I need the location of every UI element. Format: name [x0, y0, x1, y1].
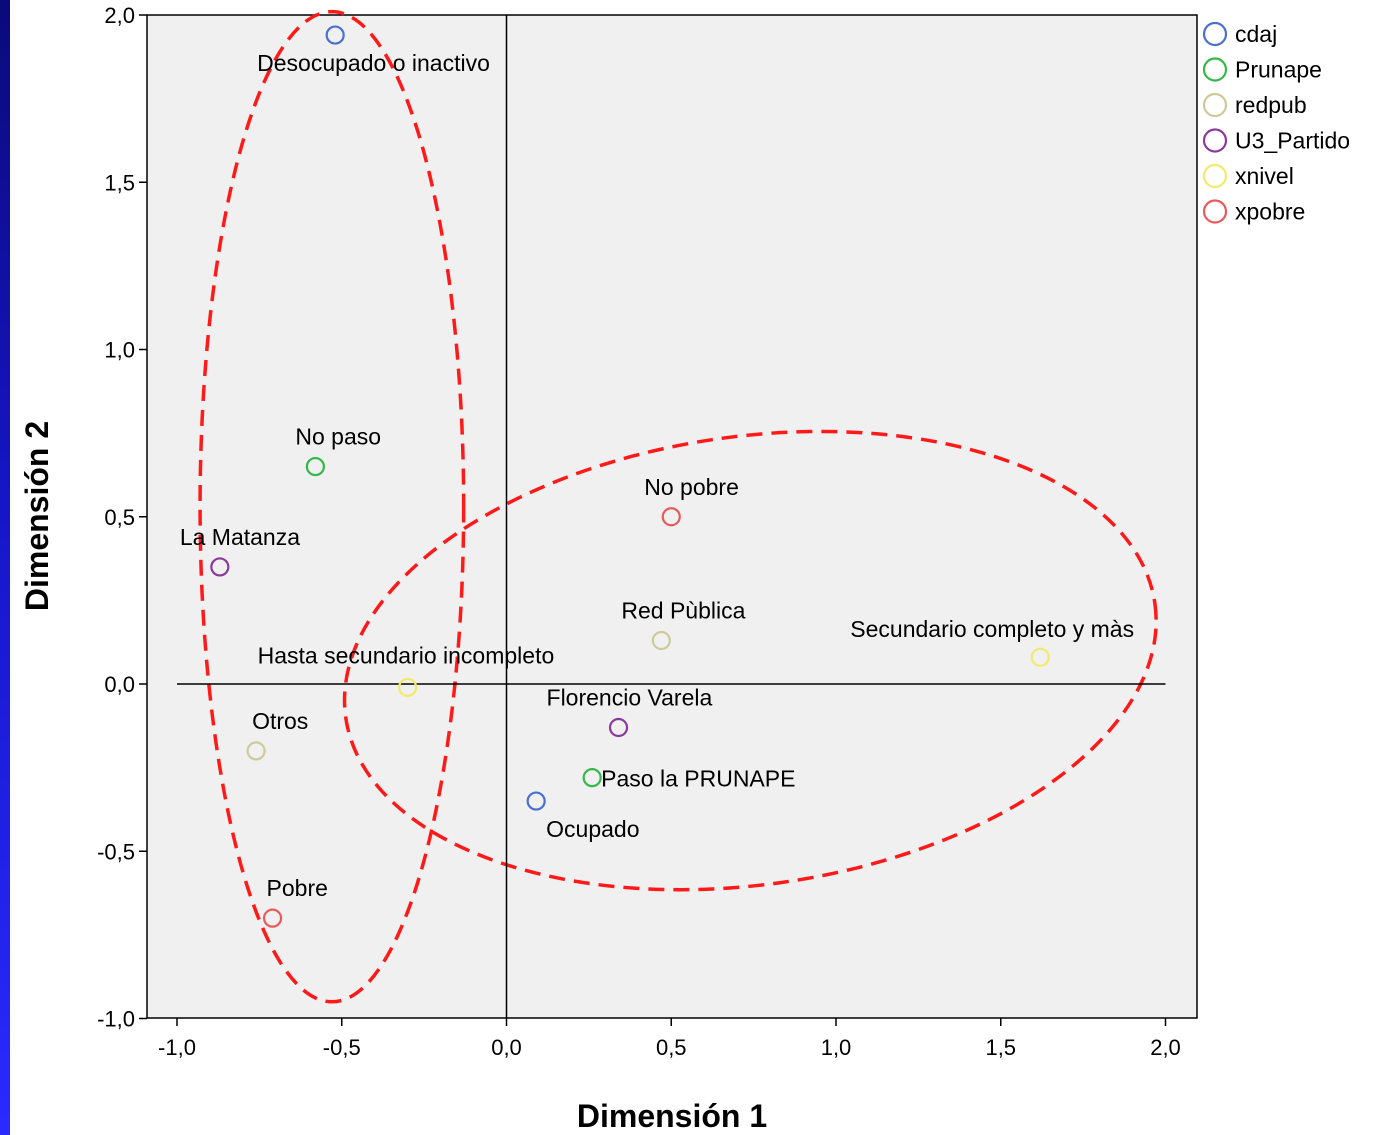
- point-label: Pobre: [267, 875, 328, 901]
- plot-area: [146, 14, 1198, 1019]
- legend-marker: [1202, 128, 1228, 153]
- cluster-ellipse-1: [198, 9, 466, 1004]
- reference-lines: [177, 15, 1166, 1019]
- point-label: Paso la PRUNAPE: [601, 766, 795, 792]
- y-tick-label: 0,5: [104, 505, 135, 530]
- point-label: Ocupado: [546, 816, 639, 842]
- legend-marker: [1202, 57, 1228, 82]
- legend-label: U3_Partido: [1235, 128, 1350, 154]
- point-cdaj: [325, 25, 345, 45]
- legend-label: xnivel: [1235, 163, 1294, 189]
- point-prunape: [305, 456, 325, 477]
- y-tick-label: 1,5: [104, 170, 135, 195]
- y-tick-label: 2,0: [104, 3, 135, 28]
- point-u3-partido: [608, 717, 629, 738]
- legend-label: xpobre: [1235, 199, 1305, 225]
- point-xnivel: [1030, 647, 1050, 667]
- y-tick-label: 1,0: [104, 338, 135, 363]
- legend-label: cdaj: [1235, 21, 1277, 47]
- point-u3-partido: [210, 557, 230, 577]
- annotations-layer: [198, 9, 1158, 1004]
- x-tick-label: -0,5: [323, 1035, 361, 1060]
- y-tick-label: -0,5: [97, 839, 135, 864]
- y-axis-title: Dimensión 2: [19, 421, 55, 611]
- point-label: Hasta secundario incompleto: [258, 642, 555, 668]
- legend-marker: [1202, 92, 1228, 118]
- y-tick-label: 0,0: [104, 672, 135, 697]
- point-label: No pobre: [644, 474, 739, 500]
- x-tick-label: 0,5: [656, 1035, 687, 1060]
- legend-marker: [1202, 163, 1228, 189]
- x-tick-label: 2,0: [1150, 1035, 1181, 1060]
- point-label: Secundario completo y màs: [850, 616, 1134, 642]
- point-cdaj: [526, 791, 546, 811]
- x-tick-label: -1,0: [158, 1035, 196, 1060]
- point-xpobre: [661, 507, 681, 527]
- x-tick-label: 0,0: [491, 1035, 522, 1060]
- y-tick-label: -1,0: [97, 1007, 135, 1032]
- legend-marker: [1202, 199, 1228, 224]
- point-label: Desocupado o inactivo: [257, 50, 490, 76]
- data-points: [210, 25, 1050, 928]
- point-redpub: [651, 630, 671, 651]
- x-tick-label: 1,0: [821, 1035, 852, 1060]
- point-redpub: [246, 741, 266, 761]
- point-xnivel: [398, 677, 418, 697]
- cluster-ellipse-2: [342, 429, 1158, 892]
- point-label: Florencio Varela: [547, 684, 713, 710]
- x-tick-label: 1,5: [985, 1035, 1016, 1060]
- legend-label: redpub: [1235, 92, 1307, 118]
- point-label: La Matanza: [180, 524, 300, 550]
- point-label: Red Pùblica: [621, 598, 745, 624]
- axis-ticks: -1,0 -0,5 0,0 0,5 1,0 1,5 2,0 -1,0 -0,5 0,0 0,5 1,0…: [97, 3, 1181, 1060]
- x-axis-title: Dimensión 1: [577, 1098, 767, 1134]
- point-prunape: [582, 768, 602, 788]
- point-xpobre: [262, 908, 283, 928]
- data-labels: Desocupado o inactivo Ocupado No paso Paso …: [180, 50, 1134, 901]
- point-label: No paso: [295, 424, 381, 450]
- legend-marker: [1202, 21, 1228, 47]
- point-label: Otros: [252, 708, 308, 734]
- legend-label: Prunape: [1235, 57, 1322, 83]
